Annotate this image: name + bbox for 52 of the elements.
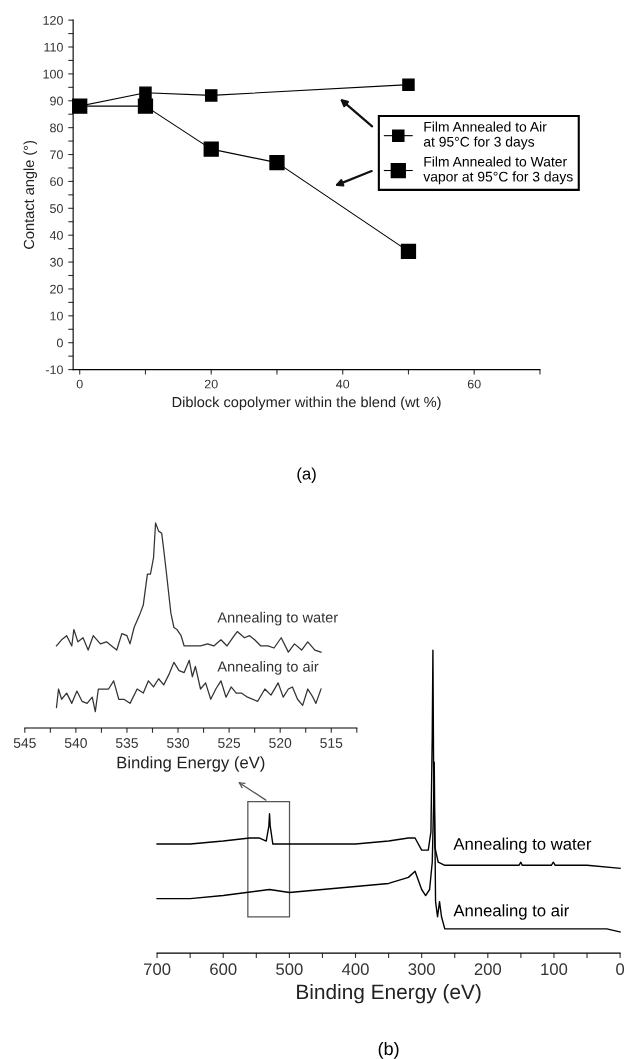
point	[139, 86, 152, 99]
text: (a)	[297, 467, 316, 483]
x-tick-label: 60	[467, 379, 481, 389]
point	[204, 89, 218, 102]
series-label: Annealing to water	[217, 611, 338, 626]
y-axis-title: Contact angle (°)	[23, 140, 38, 249]
y-tick-label: 10	[50, 311, 63, 321]
x-tick-label: 600	[210, 963, 237, 976]
x-tick-label: 515	[320, 738, 343, 748]
y-tick-label: 30	[49, 257, 63, 267]
x-tick-label: 40	[336, 379, 350, 389]
legend-label: Film Annealed to Air at 95°C for 3 days	[423, 121, 547, 150]
y-tick-label: 120	[43, 15, 63, 25]
y-tick-label: 90	[50, 96, 63, 106]
x-tick-label: 520	[269, 738, 292, 748]
x-axis-title: Diblock copolymer within the blend (wt %)	[172, 396, 441, 411]
point	[269, 154, 285, 171]
x-tick-label: 540	[64, 738, 87, 748]
x-tick-label: 0	[616, 963, 625, 976]
x-tick-label: 0	[76, 379, 83, 389]
x-tick-label: 535	[115, 738, 138, 748]
x-tick-label: 545	[13, 738, 36, 748]
series-label: Annealing to air	[453, 904, 569, 920]
y-tick-label: 70	[50, 150, 63, 160]
text: (b)	[378, 1041, 399, 1059]
y-tick-label: 100	[43, 69, 63, 79]
point	[402, 78, 415, 91]
y-tick-label: 40	[49, 230, 63, 240]
x-tick-label: 200	[474, 963, 502, 976]
point	[137, 98, 154, 114]
x-tick-label: 525	[218, 738, 241, 748]
x-tick-label: 530	[167, 738, 190, 748]
x-tick-label: 20	[204, 379, 218, 389]
x-tick-label: 100	[541, 963, 568, 976]
point	[400, 243, 417, 259]
x-tick-label: 700	[144, 963, 171, 976]
x-axis-title: Binding Energy (eV)	[297, 983, 481, 1004]
y-tick-label: 20	[50, 284, 63, 294]
x-tick-label: 500	[276, 963, 303, 976]
y-tick-label: 110	[44, 42, 63, 52]
y-tick-label: 0	[56, 338, 63, 348]
x-tick-label: 400	[342, 963, 369, 976]
legend-label: Film Annealed to Water vapor at 95°C for 3 days	[423, 156, 573, 185]
point	[203, 141, 219, 157]
y-tick-label: 60	[50, 177, 63, 187]
x-tick-label: 300	[408, 963, 435, 976]
y-tick-label: 80	[50, 123, 63, 133]
series-label: Annealing to air	[217, 661, 319, 675]
y-tick-label: 50	[50, 204, 63, 213]
y-tick-label: -10	[45, 365, 63, 375]
series-label: Annealing to water	[453, 837, 592, 854]
x-axis-title: Binding Energy (eV)	[117, 756, 265, 772]
